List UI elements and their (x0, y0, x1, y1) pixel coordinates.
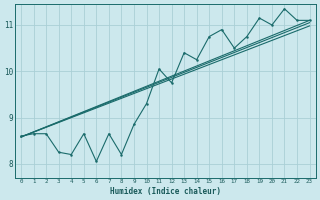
X-axis label: Humidex (Indice chaleur): Humidex (Indice chaleur) (110, 187, 221, 196)
